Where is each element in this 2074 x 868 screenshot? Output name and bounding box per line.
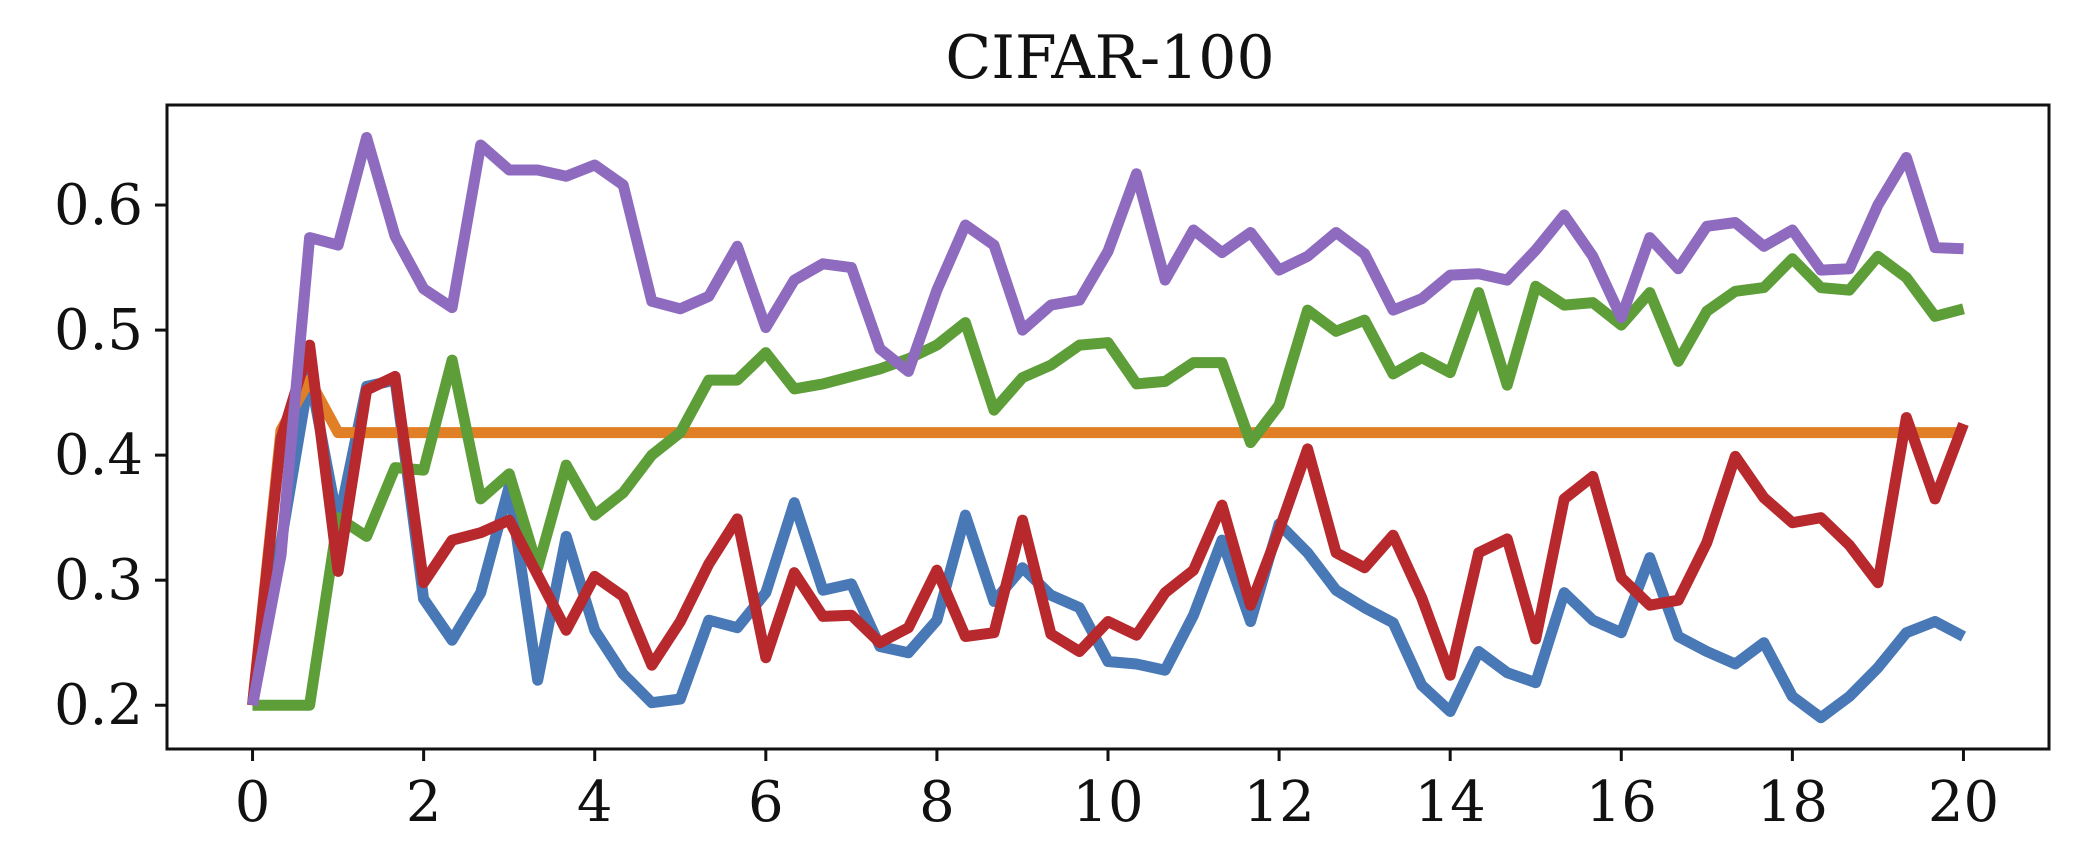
x-tick-label: 18 — [1757, 770, 1828, 835]
x-tick-label: 8 — [919, 770, 955, 835]
x-tick-label: 6 — [748, 770, 784, 835]
y-tick-label: 0.2 — [54, 673, 143, 738]
y-axis: 0.2 0.3 0.4 0.5 0.6 — [54, 173, 167, 738]
y-tick-label: 0.6 — [54, 173, 143, 238]
x-tick-label: 14 — [1415, 770, 1486, 835]
y-tick-label: 0.4 — [54, 423, 143, 488]
x-tick-label: 4 — [577, 770, 613, 835]
x-tick-label: 12 — [1243, 770, 1314, 835]
series-line-1 — [247, 368, 1967, 724]
x-tick-label: 10 — [1072, 770, 1143, 835]
series-layer — [247, 132, 1969, 724]
x-tick-label: 20 — [1928, 770, 1999, 835]
series-line-2 — [247, 374, 1964, 706]
series-line-3 — [252, 250, 1965, 711]
x-tick-label: 2 — [406, 770, 442, 835]
series-line-5 — [247, 132, 1964, 707]
y-tick-label: 0.3 — [54, 548, 143, 613]
x-tick-label: 0 — [235, 770, 271, 835]
chart-title: CIFAR-100 — [945, 23, 1274, 93]
x-axis: 0 2 4 6 8 10 12 14 16 18 20 — [235, 749, 1999, 835]
series-line-4 — [247, 339, 1969, 706]
x-tick-label: 16 — [1586, 770, 1657, 835]
y-tick-label: 0.5 — [54, 298, 143, 363]
